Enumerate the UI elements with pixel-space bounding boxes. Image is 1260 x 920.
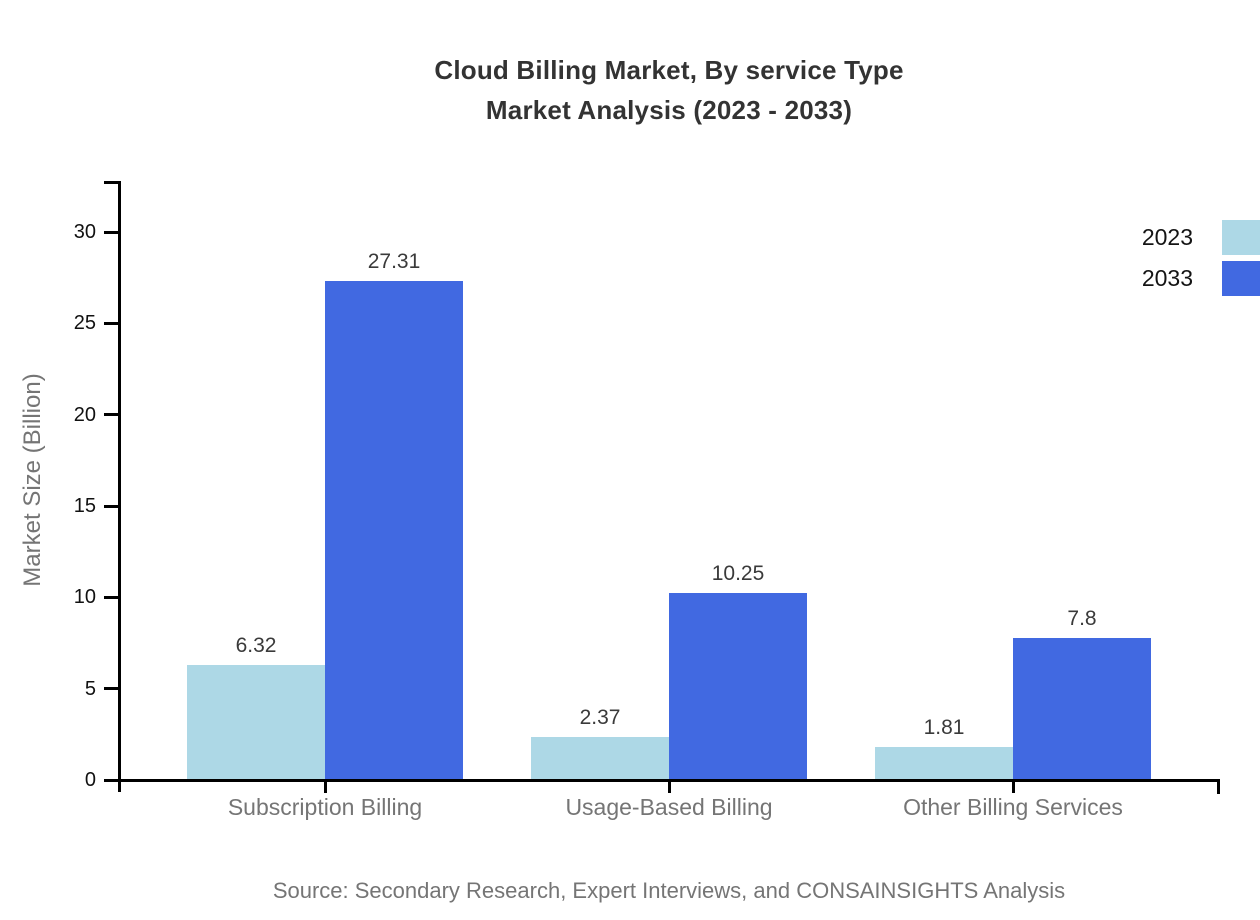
y-tick-label-30: 30 [73, 221, 96, 244]
y-tick-label-0: 0 [84, 769, 96, 791]
x-category-label-subscription-billing: Subscription Billing [227, 794, 423, 820]
legend-label-2033: 2033 [1141, 265, 1193, 291]
y-axis-line [118, 181, 121, 792]
y-tick-label-10: 10 [73, 586, 96, 609]
chart-title-line2: Market Analysis (2023 - 2033) [485, 95, 853, 125]
x-category-label-usage-based-billing: Usage-Based Billing [565, 794, 773, 820]
bar-2023-usage-based-billing [531, 736, 669, 780]
legend-item-2033: 2033 [1142, 261, 1260, 296]
legend-label-2023: 2023 [1141, 224, 1193, 250]
y-tick-10 [104, 595, 118, 599]
source-note: Source: Secondary Research, Expert Inter… [272, 878, 1066, 903]
y-tick-label-5: 5 [84, 677, 96, 700]
chart-title: Cloud Billing Market, By service Type Ma… [118, 50, 1220, 130]
bar-2033-subscription-billing [325, 281, 463, 780]
x-tick-other-billing-services [1011, 780, 1015, 793]
y-tick-0 [104, 778, 118, 782]
chart-title-line1: Cloud Billing Market, By service Type [434, 55, 904, 85]
y-tick-label-25: 25 [73, 312, 96, 335]
bar-2033-usage-based-billing [669, 592, 807, 780]
y-axis-end-cap [104, 181, 118, 184]
value-label-2023-other-billing-services: 1.81 [923, 715, 965, 739]
y-tick-25 [104, 321, 118, 325]
x-category-label-other-billing-services: Other Billing Services [903, 794, 1123, 820]
x-tick-subscription-billing [323, 780, 327, 793]
y-tick-20 [104, 413, 118, 417]
plot-area: 0 5 10 15 20 25 30 6.32 27.31 Subscription Billin… [74, 181, 1220, 820]
x-axis-end-cap [1217, 779, 1220, 794]
value-label-2023-usage-based-billing: 2.37 [579, 705, 621, 729]
value-label-2033-other-billing-services: 7.8 [1067, 606, 1097, 630]
value-label-2033-usage-based-billing: 10.25 [711, 561, 765, 585]
x-tick-usage-based-billing [667, 780, 671, 793]
y-tick-30 [104, 230, 118, 234]
legend-item-2023: 2023 [1142, 220, 1260, 255]
y-tick-15 [104, 504, 118, 508]
legend-swatch-2033 [1222, 261, 1260, 296]
bar-2023-subscription-billing [187, 664, 325, 780]
bar-2033-other-billing-services [1013, 637, 1151, 780]
y-tick-5 [104, 687, 118, 691]
value-label-2023-subscription-billing: 6.32 [235, 633, 277, 657]
value-label-2033-subscription-billing: 27.31 [367, 250, 421, 274]
legend: 2023 2033 [1142, 220, 1260, 302]
bar-2023-other-billing-services [875, 746, 1013, 780]
y-tick-label-20: 20 [73, 403, 96, 426]
legend-swatch-2023 [1222, 220, 1260, 255]
y-tick-label-15: 15 [73, 495, 96, 518]
